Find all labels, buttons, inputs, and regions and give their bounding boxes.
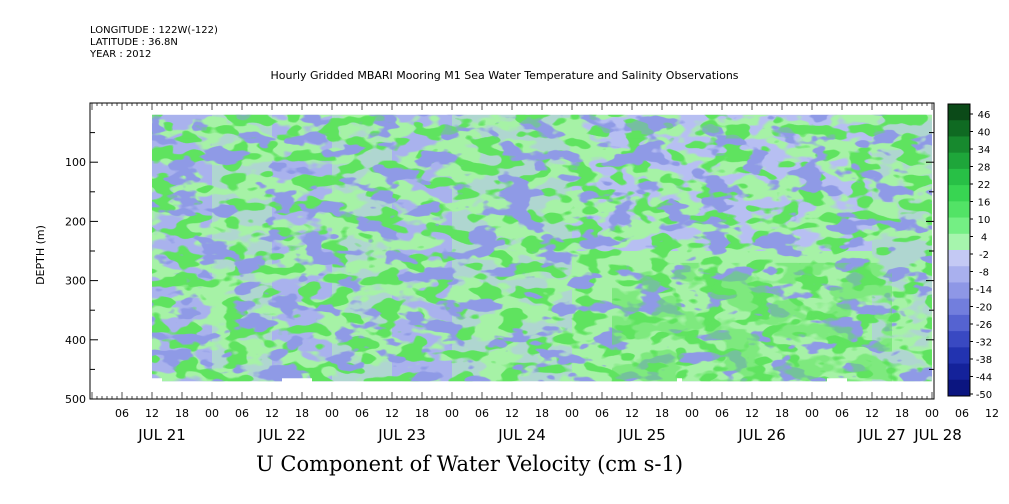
colorbar-label: 22 — [978, 180, 991, 191]
colorbar-label: -50 — [976, 390, 992, 401]
colorbar-segment — [948, 233, 970, 251]
x-hour-label: 12 — [745, 407, 759, 420]
colorbar-label: -26 — [976, 320, 992, 331]
colorbar: 46 40 34 28 22 16 10 4 -2 -8 -14 -20 -26 -32 -38 -44 -50 — [947, 103, 992, 401]
x-hour-label: 06 — [835, 407, 849, 420]
missing-gap-0 — [152, 378, 162, 385]
y-axis: 100 200 300 400 500 — [65, 102, 934, 406]
x-hour-label: 06 — [475, 407, 489, 420]
x-hour-label: 12 — [385, 407, 399, 420]
colorbar-segment — [948, 185, 970, 202]
y-tick-label-100: 100 — [65, 156, 86, 169]
colorbar-segment — [948, 250, 970, 267]
x-hour-label: 00 — [325, 407, 339, 420]
colorbar-label: -8 — [979, 268, 989, 279]
x-hour-label: 12 — [505, 407, 519, 420]
x-hour-label: 06 — [235, 407, 249, 420]
x-day-label: JUL 23 — [377, 426, 426, 444]
x-hour-label: 06 — [595, 407, 609, 420]
x-hour-label: 00 — [805, 407, 819, 420]
x-hour-label: 18 — [415, 407, 429, 420]
x-hour-label: 18 — [895, 407, 909, 420]
x-hour-label: 12 — [625, 407, 639, 420]
deep-positive-plume — [612, 262, 892, 382]
x-day-label: JUL 26 — [737, 426, 786, 444]
x-hour-label: 12 — [145, 407, 159, 420]
colorbar-segment — [948, 331, 970, 348]
year-label: YEAR : 2012 — [90, 49, 152, 60]
colorbar-label: 10 — [978, 215, 991, 226]
x-hour-label: 12 — [265, 407, 279, 420]
x-axis: 06 12 18 00 06 12 18 00 06 12 18 00 06 12 18 00 06 12 18 00… — [91, 103, 999, 444]
x-hour-label: 18 — [535, 407, 549, 420]
units-label: U Component of Water Velocity (cm s-1) — [256, 452, 684, 476]
missing-gap-2 — [677, 378, 682, 385]
x-hour-label: 18 — [775, 407, 789, 420]
y-axis-label: DEPTH (m) — [34, 225, 47, 285]
colorbar-segment — [948, 104, 970, 121]
colorbar-label: -20 — [976, 303, 992, 314]
chart-title: Hourly Gridded MBARI Mooring M1 Sea Wate… — [270, 69, 739, 82]
missing-gap-3 — [827, 378, 847, 385]
colorbar-label: -44 — [976, 373, 992, 384]
colorbar-segment — [948, 152, 970, 170]
colorbar-segment — [948, 363, 970, 381]
colorbar-label: 46 — [978, 110, 991, 121]
x-day-label: JUL 21 — [137, 426, 186, 444]
longitude-label: LONGITUDE : 122W(-122) — [90, 25, 218, 36]
latitude-label: LATITUDE : 36.8N — [90, 37, 178, 48]
colorbar-segment — [948, 266, 970, 283]
colorbar-segment — [948, 120, 970, 137]
surface-positive-ribbon — [152, 114, 932, 139]
colorbar-segment — [948, 136, 970, 154]
colorbar-frame — [947, 103, 971, 397]
x-day-label: JUL 22 — [257, 426, 306, 444]
velocity-field — [152, 114, 932, 385]
y-tick-label-300: 300 — [65, 275, 86, 288]
colorbar-segment — [948, 347, 970, 364]
x-day-label: JUL 25 — [617, 426, 666, 444]
x-hour-label: 06 — [115, 407, 129, 420]
y-tick-label-200: 200 — [65, 215, 86, 228]
colorbar-segment — [948, 201, 970, 218]
colorbar-label: 34 — [978, 145, 991, 156]
colorbar-segment — [948, 314, 970, 332]
colorbar-label: -32 — [976, 338, 992, 349]
colorbar-segment — [948, 168, 970, 186]
colorbar-label: 4 — [981, 233, 987, 244]
x-hour-label: 06 — [715, 407, 729, 420]
x-hour-label: 18 — [175, 407, 189, 420]
x-hour-label: 00 — [445, 407, 459, 420]
x-day-label: JUL 28 — [913, 426, 962, 444]
x-hour-label: 00 — [925, 407, 939, 420]
colorbar-label: -2 — [979, 250, 989, 261]
colorbar-segment — [948, 379, 970, 397]
x-hour-label: 12 — [865, 407, 879, 420]
x-hour-label: 06 — [955, 407, 969, 420]
y-tick-label-400: 400 — [65, 334, 86, 347]
colorbar-label: 28 — [978, 163, 991, 174]
missing-gap-1 — [282, 378, 312, 385]
colorbar-label: 40 — [978, 128, 991, 139]
colorbar-label: 16 — [978, 198, 991, 209]
y-tick-label-500: 500 — [65, 393, 86, 406]
x-hour-label: 12 — [985, 407, 999, 420]
colorbar-label: -38 — [976, 355, 992, 366]
x-day-label: JUL 24 — [497, 426, 546, 444]
colorbar-segment — [948, 298, 970, 316]
x-hour-label: 18 — [295, 407, 309, 420]
colorbar-segment — [948, 217, 970, 235]
colorbar-segment — [948, 282, 970, 300]
x-hour-label: 00 — [205, 407, 219, 420]
x-hour-label: 00 — [685, 407, 699, 420]
x-hour-label: 00 — [565, 407, 579, 420]
x-day-label: JUL 27 — [857, 426, 906, 444]
colorbar-label: -14 — [976, 285, 992, 296]
x-hour-label: 06 — [355, 407, 369, 420]
x-hour-label: 18 — [655, 407, 669, 420]
